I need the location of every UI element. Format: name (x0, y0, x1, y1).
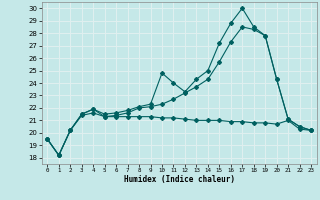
X-axis label: Humidex (Indice chaleur): Humidex (Indice chaleur) (124, 175, 235, 184)
